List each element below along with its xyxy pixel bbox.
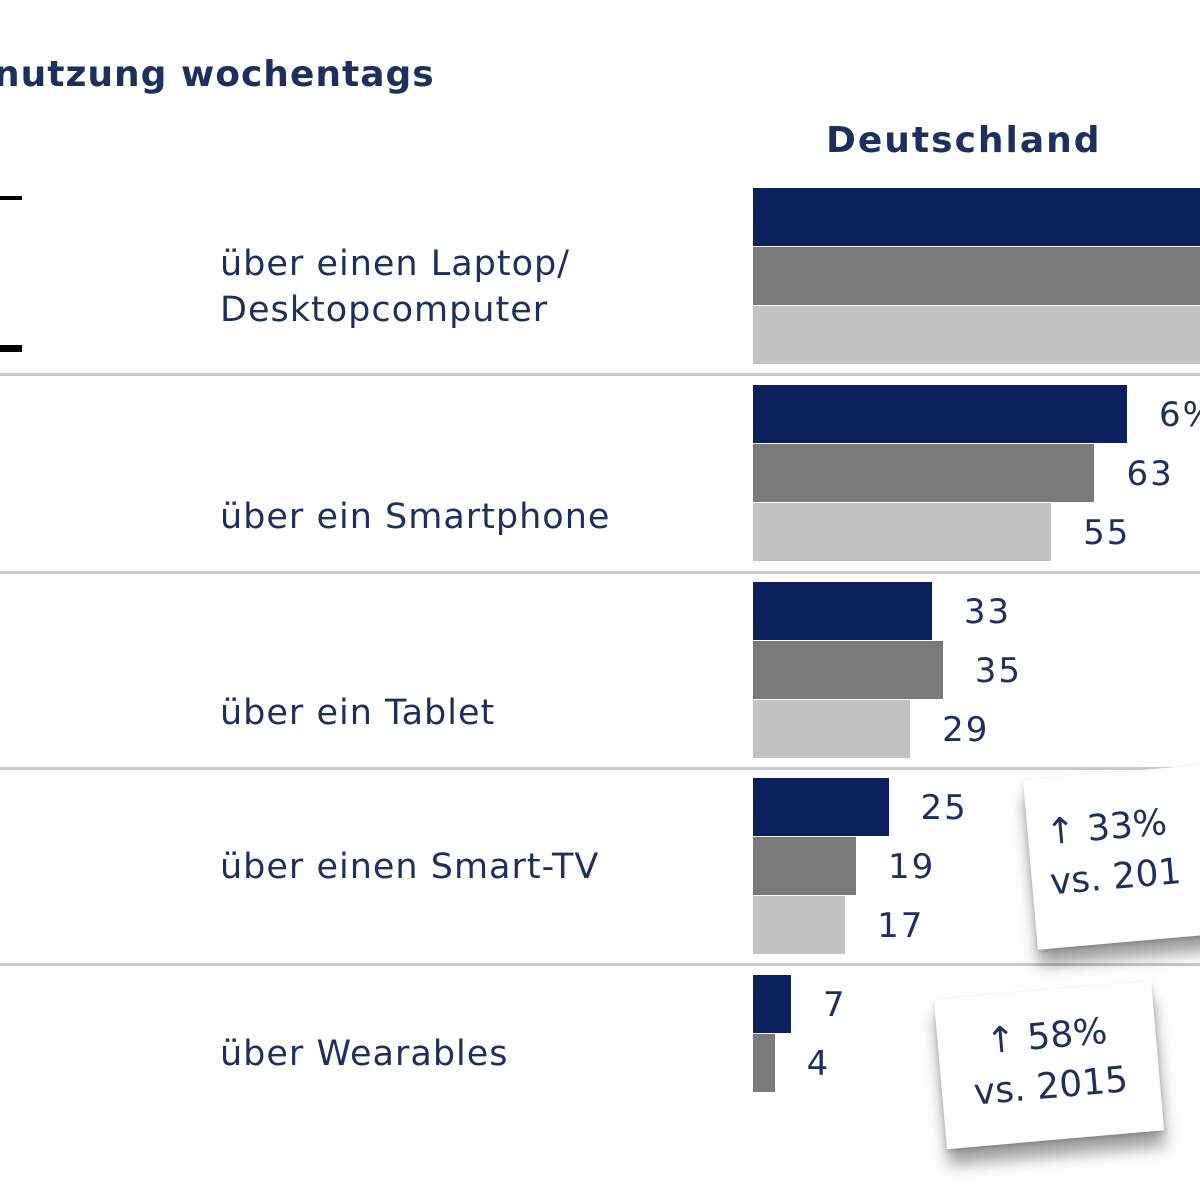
value-label-tablet-s3: 29 [942, 710, 990, 750]
column-header: Deutschland [826, 120, 1102, 161]
category-label-laptop-line1: über einen Laptop/ [220, 244, 571, 284]
bar-tablet-s3 [753, 700, 911, 758]
category-label-smartphone: über ein Smartphone [220, 497, 611, 537]
bar-laptop-s1 [753, 188, 1200, 246]
bar-smartphone-s3 [753, 503, 1052, 561]
annotation-note-wearables: ↑ 58% vs. 2015 [933, 980, 1165, 1150]
stub-line-bottom [0, 345, 22, 352]
value-label-tablet-s2: 35 [974, 651, 1022, 691]
value-label-smartphone-s3: 55 [1083, 513, 1131, 553]
row-separator [0, 767, 1200, 770]
bar-smartphone-s1 [753, 385, 1127, 443]
bar-laptop-s2 [753, 247, 1200, 305]
row-separator [0, 571, 1200, 574]
row-separator [0, 373, 1200, 376]
annotation-note-smart-tv: ↑ 33% vs. 201 [1023, 760, 1200, 950]
value-label-smart-tv-s2: 19 [887, 847, 936, 887]
bar-smart-tv-s3 [753, 896, 846, 954]
bar-tablet-s2 [753, 641, 943, 699]
value-label-smart-tv-s1: 25 [920, 788, 968, 828]
category-label-laptop-line2: Desktopcomputer [220, 290, 549, 330]
value-label-smart-tv-s3: 17 [877, 906, 925, 946]
bar-tablet-s1 [753, 582, 932, 640]
bar-wearables-s1 [753, 975, 791, 1033]
stub-line-top [0, 196, 22, 200]
value-label-tablet-s1: 33 [963, 592, 1012, 632]
row-separator [0, 963, 1200, 966]
category-label-laptop: über einen Laptop/ Desktopcomputer [220, 241, 570, 333]
value-label-smartphone-s2: 63 [1126, 454, 1174, 494]
category-label-tablet: über ein Tablet [220, 693, 496, 733]
value-label-smartphone-s1: 6% [1158, 395, 1200, 435]
bar-smartphone-s2 [753, 444, 1095, 502]
bar-laptop-s3 [753, 306, 1200, 364]
value-label-wearables-s1: 7 [822, 985, 847, 1025]
bar-wearables-s2 [753, 1034, 775, 1092]
category-label-wearables: über Wearables [220, 1034, 509, 1074]
value-label-wearables-s2: 4 [806, 1044, 831, 1084]
bar-smart-tv-s2 [753, 837, 856, 895]
category-label-smart-tv: über einen Smart-TV [220, 847, 600, 887]
bar-smart-tv-s1 [753, 778, 889, 836]
chart-title: nutzung wochentags [0, 54, 435, 95]
